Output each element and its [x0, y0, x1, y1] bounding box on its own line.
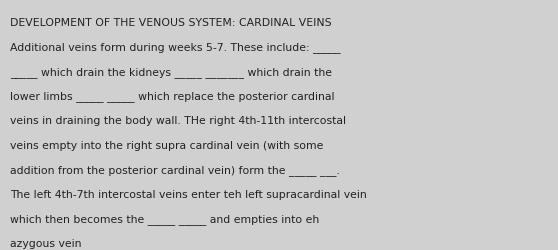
Text: lower limbs _____ _____ which replace the posterior cardinal: lower limbs _____ _____ which replace th… — [10, 91, 335, 102]
Text: DEVELOPMENT OF THE VENOUS SYSTEM: CARDINAL VEINS: DEVELOPMENT OF THE VENOUS SYSTEM: CARDIN… — [10, 18, 331, 28]
Text: veins empty into the right supra cardinal vein (with some: veins empty into the right supra cardina… — [10, 140, 324, 150]
Text: azygous vein: azygous vein — [10, 238, 81, 248]
Text: which then becomes the _____ _____ and empties into eh: which then becomes the _____ _____ and e… — [10, 214, 319, 224]
Text: veins in draining the body wall. THe right 4th-11th intercostal: veins in draining the body wall. THe rig… — [10, 116, 346, 126]
Text: The left 4th-7th intercostal veins enter teh left supracardinal vein: The left 4th-7th intercostal veins enter… — [10, 189, 367, 199]
Text: addition from the posterior cardinal vein) form the _____ ___.: addition from the posterior cardinal vei… — [10, 164, 340, 175]
Text: Additional veins form during weeks 5-7. These include: _____: Additional veins form during weeks 5-7. … — [10, 42, 341, 53]
Text: _____ which drain the kidneys _____ _______ which drain the: _____ which drain the kidneys _____ ____… — [10, 66, 332, 77]
